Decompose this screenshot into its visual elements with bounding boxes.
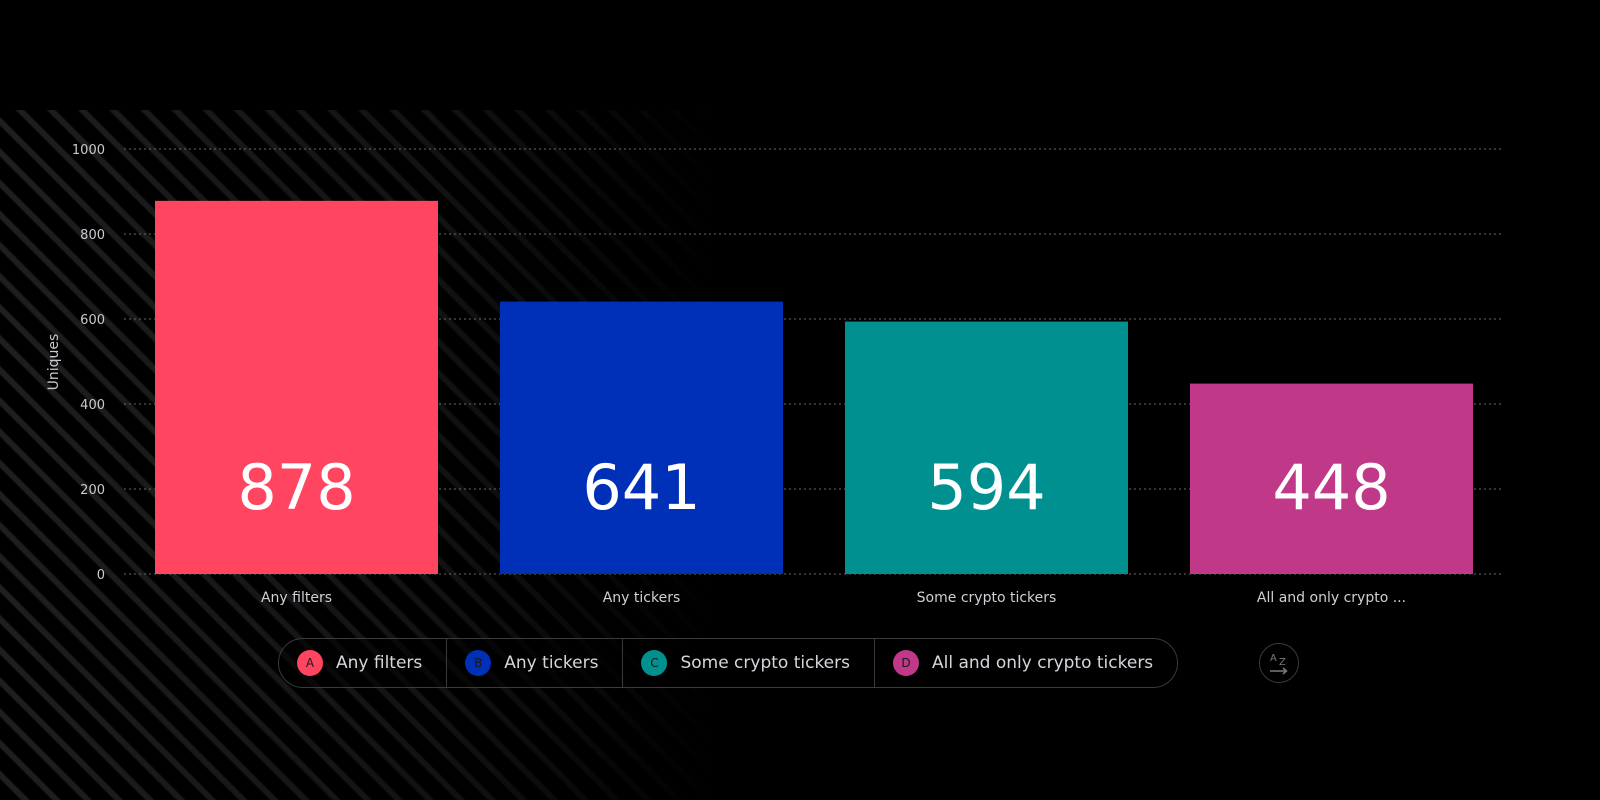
legend-badge: B (465, 650, 492, 676)
legend-badge: A (297, 650, 323, 676)
sort-az-icon: A Z (1270, 653, 1288, 675)
y-tick-label: 200 (80, 483, 105, 498)
legend-badge: D (893, 650, 919, 676)
y-tick-label: 1000 (72, 143, 105, 158)
legend-label: Any tickers (504, 653, 599, 673)
legend-item-a[interactable]: A Any filters (279, 639, 446, 687)
bar[interactable] (845, 321, 1128, 574)
y-tick-label: 0 (97, 568, 105, 583)
legend-label: All and only crypto tickers (932, 653, 1154, 673)
y-tick-label: 800 (80, 228, 105, 243)
legend-item-b[interactable]: B Any tickers (446, 639, 622, 687)
legend-label: Any filters (336, 653, 423, 673)
category-label: All and only crypto ... (1257, 590, 1406, 606)
legend: A Any filters B Any tickers C Some crypt… (278, 638, 1179, 688)
category-label: Any tickers (603, 590, 681, 606)
y-axis-label: Uniques (46, 334, 62, 391)
bar-value-label: 448 (1272, 451, 1390, 524)
sort-bottom-letter: Z (1279, 657, 1286, 668)
bar-value-label: 878 (237, 451, 355, 524)
y-tick-label: 400 (80, 398, 105, 413)
value-labels: 878 641 594 448 (237, 451, 1390, 524)
legend-item-d[interactable]: D All and only crypto tickers (874, 639, 1177, 687)
legend-badge: C (641, 650, 668, 676)
bar[interactable] (500, 301, 783, 574)
legend-label: Some crypto tickers (680, 653, 850, 673)
bar-value-label: 594 (927, 451, 1045, 524)
bar[interactable] (1190, 383, 1473, 574)
sort-button[interactable]: A Z (1259, 643, 1299, 683)
category-label: Any filters (261, 590, 332, 606)
y-axis-ticks: 0 200 400 600 800 1000 (72, 143, 105, 583)
category-label: Some crypto tickers (917, 590, 1057, 606)
category-labels: Any filters Any tickers Some crypto ticker… (261, 590, 1406, 606)
bar-value-label: 641 (582, 451, 700, 524)
sort-top-letter: A (1270, 653, 1277, 664)
legend-item-c[interactable]: C Some crypto tickers (622, 639, 874, 687)
y-tick-label: 600 (80, 313, 105, 328)
bar[interactable] (155, 200, 438, 574)
bars (155, 200, 1473, 574)
